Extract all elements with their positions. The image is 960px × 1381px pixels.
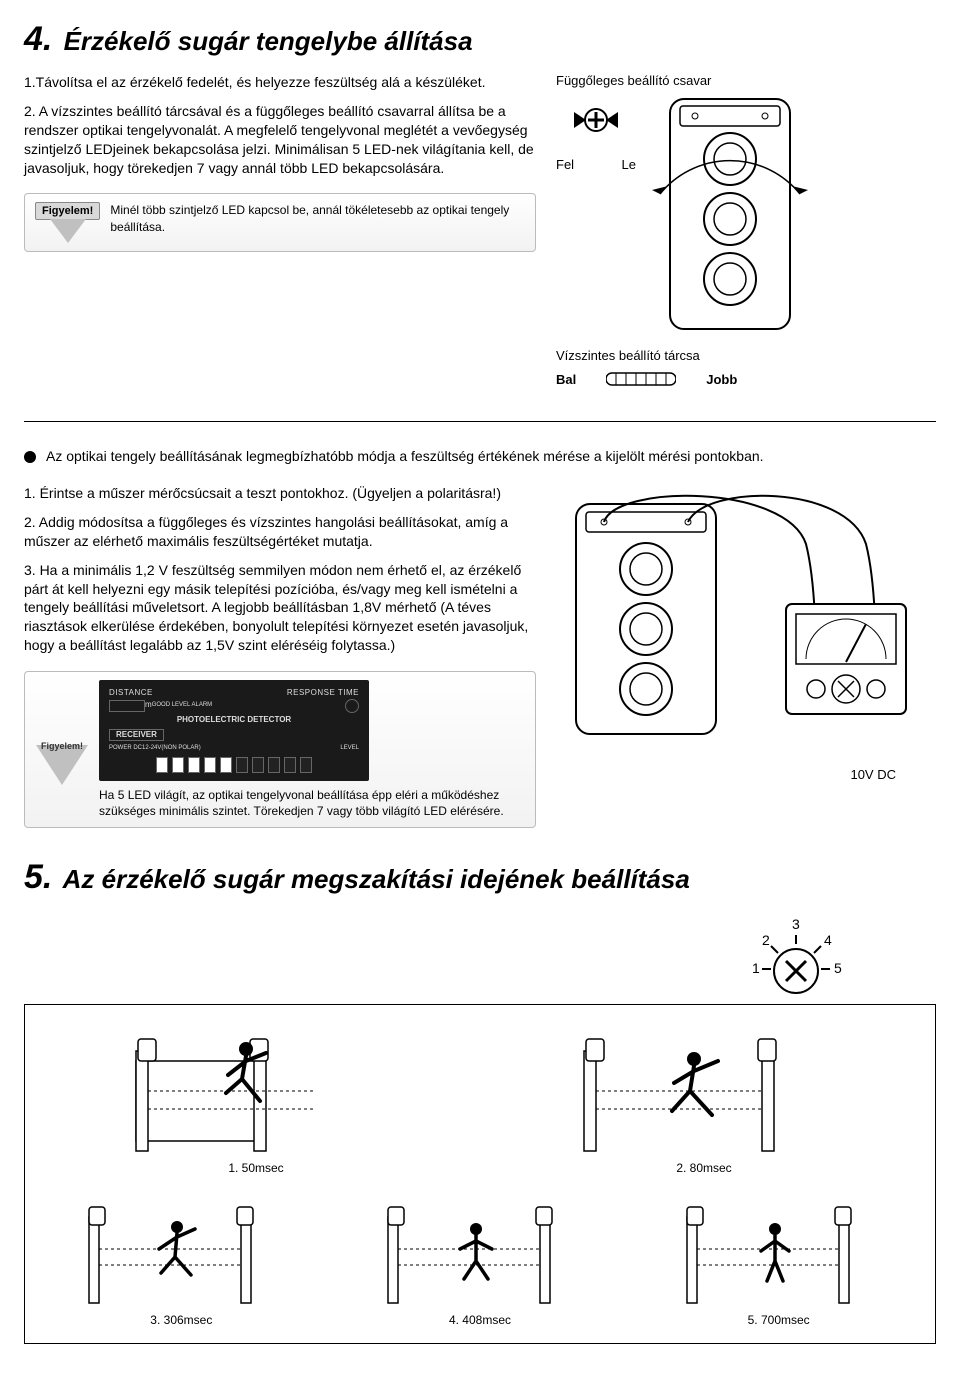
timing-cell-2: 2. 80msec <box>489 1021 919 1175</box>
right-label: Jobb <box>706 372 737 387</box>
timing-cell-1: 1. 50msec <box>41 1021 471 1175</box>
timing-grid-top: 1. 50msec 2. 80msec <box>41 1021 919 1175</box>
section-4-title: 4. Érzékelő sugár tengelybe állítása <box>24 20 936 59</box>
section-5-number: 5. <box>24 858 52 896</box>
response-dial-icon: 1 2 3 4 5 <box>736 911 856 1001</box>
panel-led-row <box>109 757 359 773</box>
section-5-title: 5. Az érzékelő sugár megszakítási idején… <box>24 858 936 897</box>
section-4-left: 1.Távolítsa el az érzékelő fedelét, és h… <box>24 73 536 252</box>
panel-unit: m <box>145 700 152 710</box>
section-4b-left: 1. Érintse a műszer mérőcsúcsait a teszt… <box>24 484 536 828</box>
panel-distance: DISTANCE <box>109 688 153 698</box>
up-label: Fel <box>556 157 574 172</box>
section-4-number: 4. <box>24 20 52 58</box>
notice-text-2: Ha 5 LED világít, az optikai tengelyvona… <box>99 787 525 819</box>
panel-level: LEVEL <box>340 745 359 753</box>
section-4b-p3: 3. Ha a minimális 1,2 V feszültség semmi… <box>24 561 536 655</box>
notice-badge-column: Figyelem! <box>35 202 100 243</box>
bullet-dot-icon <box>24 451 36 463</box>
panel-power: POWER DC12-24V(NON POLAR) <box>109 745 201 753</box>
horizontal-dial-icon <box>606 367 676 391</box>
section-4-title-text: Érzékelő sugár tengelybe állítása <box>64 26 473 56</box>
section-4-p2: 2. A vízszintes beállító tárcsával és a … <box>24 102 536 178</box>
receiver-panel: DISTANCE RESPONSE TIME m GOOD LEVEL ALAR… <box>99 680 369 781</box>
timing-diagram-frame: 1. 50msec 2. 80msec <box>24 1004 936 1344</box>
timing-label-4: 4. 408msec <box>340 1313 621 1327</box>
dial-tick-1: 1 <box>752 960 760 976</box>
section-4-notice: Figyelem! Minél több szintjelző LED kapc… <box>24 193 536 252</box>
meter-label: 10V DC <box>556 767 936 782</box>
section-4-right: Függőleges beállító csavar Fel Le <box>556 73 936 391</box>
timing-grid-bottom: 3. 306msec 4. 408msec <box>41 1193 919 1327</box>
timing-label-1: 1. 50msec <box>41 1161 471 1175</box>
down-label: Le <box>622 157 636 172</box>
sensor-meter-diagram <box>556 484 916 764</box>
vertical-screw-label: Függőleges beállító csavar <box>556 73 936 88</box>
dial-tick-2: 2 <box>762 932 770 948</box>
panel-title: PHOTOELECTRIC DETECTOR <box>109 715 359 725</box>
updown-control: Fel Le <box>556 94 636 172</box>
section-5-title-text: Az érzékelő sugár megszakítási idejének … <box>63 864 690 894</box>
notice-arrow-icon <box>50 219 86 243</box>
timing-cell-5: 5. 700msec <box>638 1193 919 1327</box>
section-4b-right: 10V DC <box>556 484 936 782</box>
left-label: Bal <box>556 372 576 387</box>
panel-receiver: RECEIVER <box>109 729 164 741</box>
timing-label-5: 5. 700msec <box>638 1313 919 1327</box>
section-4b-p2: 2. Addig módosítsa a függőleges és vízsz… <box>24 513 536 551</box>
timing-cell-4: 4. 408msec <box>340 1193 621 1327</box>
section-4b-bullet-text: Az optikai tengely beállításának legmegb… <box>46 448 764 464</box>
section-4b-p1: 1. Érintse a műszer mérőcsúcsait a teszt… <box>24 484 536 503</box>
notice-badge-column-2: Figyelem! <box>35 746 89 753</box>
section-4b-bullet: Az optikai tengely beállításának legmegb… <box>24 448 936 464</box>
timing-cell-3: 3. 306msec <box>41 1193 322 1327</box>
dial-tick-5: 5 <box>834 960 842 976</box>
section-4-p1: 1.Távolítsa el az érzékelő fedelét, és h… <box>24 73 536 92</box>
horizontal-dial-label: Vízszintes beállító tárcsa <box>556 348 936 363</box>
section-4b-notice: Figyelem! DISTANCE RESPONSE TIME m GOOD … <box>24 671 536 828</box>
sensor-device-icon <box>650 94 810 334</box>
dial-tick-3: 3 <box>792 916 800 932</box>
dial-tick-4: 4 <box>824 932 832 948</box>
timing-label-3: 3. 306msec <box>41 1313 322 1327</box>
notice-badge-2: Figyelem! <box>35 739 89 753</box>
section-5-dial-wrap: 1 2 3 4 5 <box>24 911 936 1004</box>
section-4b-body: 1. Érintse a műszer mérőcsúcsait a teszt… <box>24 484 936 828</box>
notice-text: Minél több szintjelző LED kapcsol be, an… <box>110 202 525 234</box>
panel-response: RESPONSE TIME <box>287 688 359 698</box>
notice-badge: Figyelem! <box>35 202 100 220</box>
section-4-body: 1.Távolítsa el az érzékelő fedelét, és h… <box>24 73 936 391</box>
separator <box>24 421 936 422</box>
timing-label-2: 2. 80msec <box>489 1161 919 1175</box>
panel-good: GOOD LEVEL ALARM <box>152 702 212 710</box>
